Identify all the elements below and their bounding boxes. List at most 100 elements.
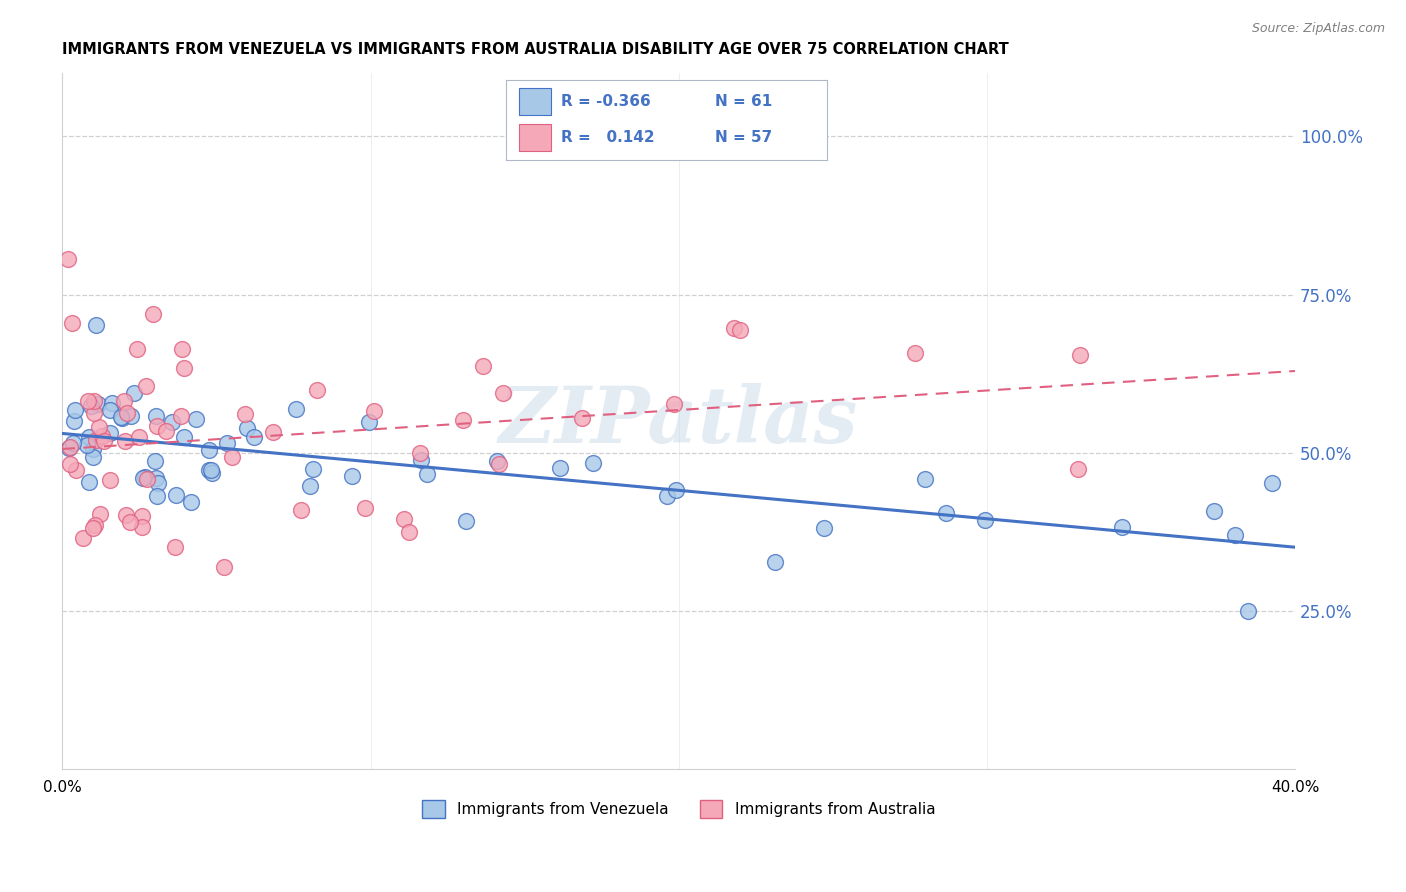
Point (409, 453, 432, 467)
Point (111, 410, 134, 425)
Point (146, 490, 169, 504)
Point (118, 515, 141, 529)
Point (112, 393, 135, 408)
Point (1069, 348, 1091, 362)
Point (125, 342, 148, 356)
Point (115, 508, 138, 522)
Point (146, 419, 169, 434)
Point (212, 560, 235, 574)
Point (655, 490, 678, 504)
Point (86, 397, 108, 411)
Point (299, 478, 322, 492)
Point (416, 467, 439, 481)
Point (59, 457, 82, 471)
Point (142, 307, 165, 321)
Point (180, 495, 202, 509)
Point (114, 434, 136, 449)
Point (165, 488, 187, 502)
Point (124, 386, 146, 401)
Text: ZIPatlas: ZIPatlas (499, 383, 859, 459)
Point (115, 406, 138, 420)
Point (143, 454, 166, 468)
Point (173, 360, 195, 375)
Point (1223, 527, 1246, 541)
Point (359, 415, 381, 429)
Point (285, 402, 308, 417)
Point (221, 450, 243, 464)
Point (134, 470, 156, 484)
Point (492, 386, 515, 401)
Point (217, 436, 239, 450)
Point (262, 425, 284, 439)
Point (354, 500, 377, 515)
Point (63, 414, 86, 428)
Point (363, 403, 385, 417)
Point (201, 466, 224, 480)
Text: Source: ZipAtlas.com: Source: ZipAtlas.com (1251, 22, 1385, 36)
Point (110, 409, 132, 424)
Point (56, 252, 79, 266)
Point (72, 531, 94, 545)
Point (82, 442, 104, 456)
Point (198, 443, 221, 458)
Point (58, 441, 80, 455)
Point (582, 456, 605, 470)
Point (233, 407, 256, 421)
Point (665, 483, 688, 497)
Point (451, 412, 474, 426)
Point (340, 469, 363, 483)
Point (394, 512, 416, 526)
Point (974, 513, 997, 527)
Point (728, 323, 751, 337)
Legend: Immigrants from Venezuela, Immigrants from Australia: Immigrants from Venezuela, Immigrants fr… (416, 794, 942, 824)
Point (98, 402, 121, 417)
Point (162, 415, 184, 429)
Point (904, 346, 927, 360)
Point (243, 429, 266, 443)
Point (77, 475, 100, 489)
Point (170, 409, 193, 424)
Point (83, 393, 105, 408)
Point (172, 342, 194, 356)
Point (1237, 604, 1260, 618)
Point (131, 519, 153, 533)
Point (200, 462, 222, 476)
Point (723, 321, 745, 335)
Point (1066, 462, 1088, 476)
Point (62, 436, 84, 450)
Point (1260, 475, 1282, 490)
Point (65, 463, 87, 477)
Point (82, 450, 104, 464)
Point (90, 429, 112, 443)
Point (98, 426, 121, 441)
Point (186, 412, 208, 426)
Point (128, 430, 150, 444)
Point (146, 476, 169, 491)
Point (662, 397, 685, 411)
Point (145, 470, 167, 484)
Point (59, 440, 82, 454)
Point (571, 411, 593, 425)
Point (488, 457, 510, 471)
Point (914, 472, 936, 486)
Point (131, 509, 153, 524)
Text: IMMIGRANTS FROM VENEZUELA VS IMMIGRANTS FROM AUSTRALIA DISABILITY AGE OVER 75 CO: IMMIGRANTS FROM VENEZUELA VS IMMIGRANTS … (62, 42, 1010, 57)
Point (65, 402, 87, 417)
Point (120, 409, 142, 423)
Point (77, 430, 100, 444)
Point (87, 419, 110, 434)
Point (454, 514, 477, 528)
Point (305, 384, 328, 398)
Point (136, 472, 159, 486)
Point (76, 437, 98, 451)
Point (84, 318, 107, 333)
Point (173, 430, 195, 444)
Point (935, 506, 957, 520)
Point (132, 471, 155, 485)
Point (89, 507, 111, 521)
Point (1202, 504, 1225, 518)
Point (1111, 519, 1133, 533)
Point (398, 524, 420, 539)
Point (145, 409, 167, 423)
Point (84, 434, 107, 448)
